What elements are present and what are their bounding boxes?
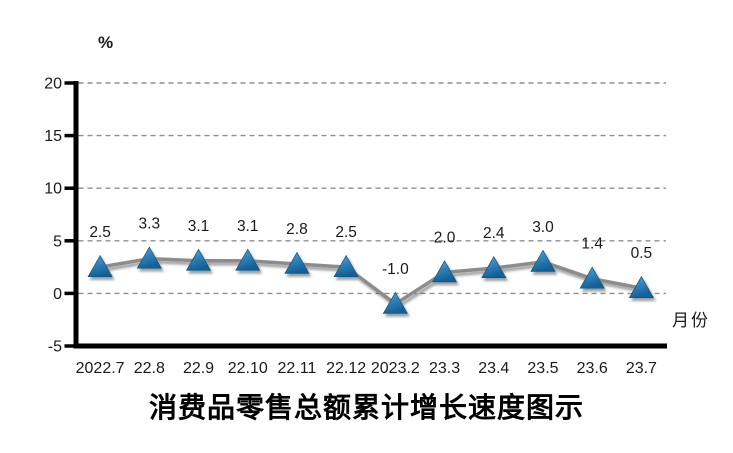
x-tick-label: 22.9 [183,360,214,377]
x-tick-label: 23.6 [577,360,608,377]
x-tick-label: 23.7 [626,360,657,377]
x-tick-label: 2022.7 [76,360,125,377]
data-label: -1.0 [382,261,409,278]
data-point-marker [185,248,212,271]
series-line [98,256,644,306]
data-label: 2.0 [434,229,456,246]
data-point-marker [235,248,261,271]
data-label: 2.5 [335,224,357,241]
data-label: 2.4 [483,225,505,242]
data-point-marker [136,246,162,269]
data-series [87,246,654,314]
chart-title: 消费品零售总额累计增长速度图示 [148,391,584,424]
x-tick-label: 2023.2 [371,360,420,377]
data-point-marker [530,249,556,272]
data-label: 2.5 [89,224,111,241]
x-tick-label: 22.12 [326,360,366,377]
data-label: 1.4 [581,236,603,253]
data-point-marker [87,254,113,277]
data-point-marker [628,275,654,298]
x-tick-label: 23.5 [527,360,558,377]
x-tick-label: 22.11 [278,360,317,377]
data-label: 3.1 [237,218,259,235]
data-label: 2.8 [286,221,308,238]
data-point-marker [579,266,605,289]
x-tick-label: 23.4 [478,360,509,377]
y-axis-unit-label: % [98,33,114,52]
data-label: 3.0 [532,219,554,236]
y-tick-label: 15 [44,128,62,145]
data-point-marker [481,255,507,279]
data-label: 3.3 [139,216,161,233]
data-point-marker [284,251,310,274]
y-tick-label: 5 [53,233,62,250]
data-label: 0.5 [631,245,653,262]
x-tick-label: 22.10 [228,360,268,377]
x-axis-unit-label: 月份 [672,311,710,330]
y-tick-label: 10 [44,181,62,198]
data-point-marker [382,291,408,314]
x-tick-label: 22.8 [134,360,165,377]
x-tick-label: 23.3 [429,360,460,377]
y-tick-label: -5 [48,339,62,356]
y-tick-label: 20 [44,76,62,93]
y-tick-label: 0 [53,286,62,303]
data-point-marker [333,254,359,277]
data-point-marker [431,260,458,283]
data-label: 3.1 [188,218,210,235]
